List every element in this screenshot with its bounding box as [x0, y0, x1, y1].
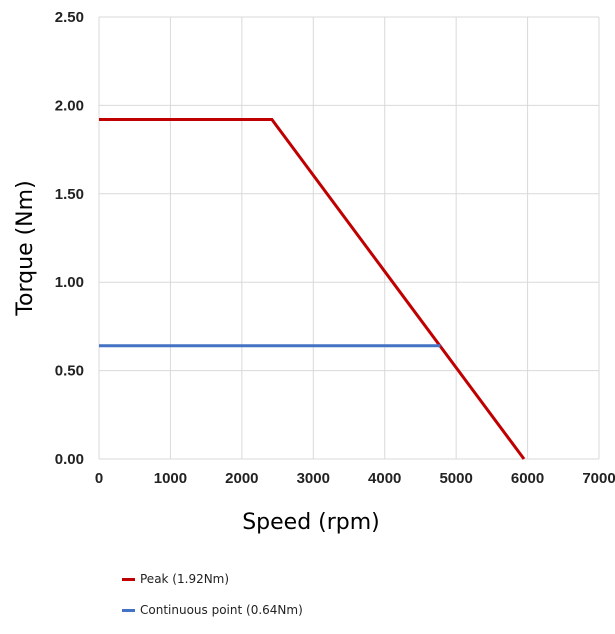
x-tick-label: 7000	[582, 470, 615, 487]
x-tick-label: 0	[95, 470, 103, 487]
y-tick-label: 0.00	[55, 451, 84, 468]
y-tick-label: 2.00	[55, 97, 84, 114]
x-gridlines	[98, 17, 600, 459]
series-layer	[99, 118, 526, 460]
x-axis-title: Speed (rpm)	[242, 510, 380, 535]
y-axis-title: Torque (Nm)	[13, 180, 38, 316]
legend-label-continuous: Continuous point (0.64Nm)	[140, 603, 303, 617]
x-tick-label: 3000	[297, 470, 330, 487]
torque-speed-chart: 0 1000 2000 3000 4000 5000 6000 7000 0.00 0.50 1.…	[13, 9, 615, 535]
x-tick-label: 6000	[511, 470, 544, 487]
x-tick-label: 1000	[154, 470, 187, 487]
legend-item-continuous: Continuous point (0.64Nm)	[122, 603, 303, 617]
y-tick-labels: 0.00 0.50 1.00 1.50 2.00 2.50	[55, 9, 84, 468]
x-tick-label: 5000	[439, 470, 472, 487]
plot-area	[99, 17, 599, 459]
legend: Peak (1.92Nm) Continuous point (0.64Nm)	[122, 572, 303, 634]
x-tick-label: 4000	[368, 470, 401, 487]
y-tick-label: 1.00	[55, 274, 84, 291]
y-tick-label: 1.50	[55, 186, 84, 203]
x-tick-labels: 0 1000 2000 3000 4000 5000 6000 7000	[95, 470, 615, 487]
y-tick-label: 2.50	[55, 9, 84, 26]
legend-label-peak: Peak (1.92Nm)	[140, 572, 230, 586]
legend-swatch-peak	[122, 577, 135, 581]
x-tick-label: 2000	[225, 470, 258, 487]
legend-swatch-continuous	[122, 608, 135, 612]
y-tick-label: 0.50	[55, 363, 84, 380]
legend-item-peak: Peak (1.92Nm)	[122, 572, 303, 586]
y-gridlines	[99, 16, 599, 460]
